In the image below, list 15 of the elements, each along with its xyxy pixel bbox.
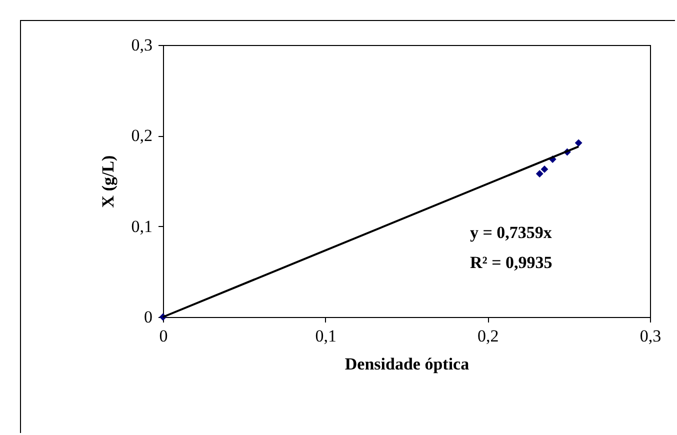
y-tick-label: 0 bbox=[144, 308, 152, 326]
y-tick-label: 0,3 bbox=[131, 36, 152, 54]
x-tick-label: 0,2 bbox=[478, 326, 499, 346]
y-axis-title: X (g/L) bbox=[98, 155, 118, 208]
x-tick-label: 0,3 bbox=[640, 326, 662, 346]
x-tick-label: 0,1 bbox=[315, 326, 336, 346]
annotation: R² = 0,9935 bbox=[470, 253, 552, 273]
x-tick-label: 0 bbox=[159, 326, 168, 346]
point bbox=[540, 166, 548, 173]
annotation: y = 0,7359x bbox=[470, 223, 552, 243]
y-tick-label: 0,1 bbox=[131, 216, 152, 236]
x-axis-title: Densidade óptica bbox=[344, 354, 470, 374]
point bbox=[536, 170, 544, 178]
y-tick-label: 0,2 bbox=[131, 126, 152, 146]
point bbox=[574, 139, 582, 147]
